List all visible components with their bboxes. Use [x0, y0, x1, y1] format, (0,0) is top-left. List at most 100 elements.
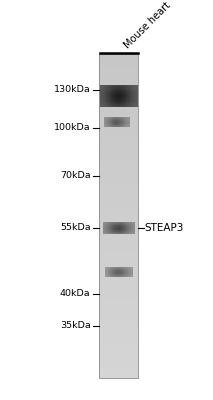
Bar	[126, 232, 127, 233]
Bar	[127, 268, 128, 269]
Bar	[119, 124, 120, 125]
Bar	[132, 90, 134, 92]
Bar	[113, 124, 114, 125]
Bar	[123, 120, 124, 121]
Bar	[99, 339, 138, 341]
Bar	[121, 230, 122, 231]
Bar	[131, 275, 133, 276]
Bar	[130, 87, 131, 88]
Bar	[128, 229, 129, 230]
Bar	[108, 276, 109, 277]
Bar	[107, 95, 109, 96]
Bar	[129, 124, 130, 125]
Bar	[113, 232, 115, 233]
Bar	[121, 269, 122, 270]
Bar	[107, 126, 108, 127]
Bar	[131, 222, 132, 223]
Bar	[111, 230, 112, 231]
Bar	[116, 120, 117, 121]
Bar	[115, 226, 117, 227]
Bar	[115, 99, 116, 100]
Bar	[104, 101, 105, 103]
Bar	[105, 125, 106, 126]
Bar	[124, 269, 125, 270]
Bar	[106, 98, 108, 100]
Bar	[99, 246, 138, 248]
Bar	[124, 231, 125, 232]
Bar	[109, 85, 110, 86]
Bar	[118, 117, 119, 118]
Bar	[122, 101, 124, 103]
Bar	[99, 148, 138, 150]
Bar	[126, 98, 128, 100]
Bar	[99, 345, 138, 347]
Bar	[111, 118, 112, 119]
Bar	[110, 118, 111, 119]
Bar	[121, 94, 123, 95]
Bar	[127, 123, 128, 124]
Bar	[122, 267, 124, 268]
Bar	[129, 273, 130, 274]
Bar	[117, 269, 118, 270]
Bar	[112, 91, 114, 93]
Bar	[107, 123, 108, 124]
Bar	[121, 274, 122, 275]
Bar	[128, 117, 129, 118]
Bar	[120, 223, 121, 224]
Bar	[113, 230, 115, 232]
Bar	[99, 151, 138, 153]
Bar	[123, 270, 124, 271]
Bar	[110, 124, 111, 125]
Bar	[104, 98, 105, 100]
Bar	[102, 96, 104, 97]
Bar	[110, 90, 111, 92]
Bar	[105, 90, 106, 92]
Bar	[136, 99, 138, 100]
Bar	[123, 125, 124, 126]
Bar	[108, 229, 109, 230]
Bar	[115, 270, 116, 271]
Bar	[120, 119, 121, 120]
Bar	[108, 121, 109, 122]
Bar	[115, 118, 116, 119]
Bar	[102, 95, 104, 96]
Bar	[130, 267, 131, 268]
Bar	[117, 271, 118, 272]
Bar	[115, 232, 117, 233]
Bar	[109, 224, 111, 225]
Text: 35kDa: 35kDa	[60, 322, 91, 330]
Bar	[129, 276, 130, 277]
Bar	[106, 225, 107, 226]
Bar	[114, 101, 115, 103]
Bar	[111, 119, 112, 120]
Bar	[109, 268, 111, 269]
Bar	[132, 223, 134, 224]
Bar	[132, 98, 134, 100]
Bar	[116, 271, 117, 272]
Bar	[129, 271, 130, 272]
Bar	[128, 123, 129, 124]
Bar	[100, 89, 101, 91]
Bar	[110, 269, 111, 270]
Bar	[129, 271, 130, 272]
Bar	[118, 125, 119, 126]
Bar	[118, 118, 119, 119]
Bar	[129, 232, 130, 233]
Bar	[125, 272, 126, 273]
Bar	[112, 120, 114, 121]
Bar	[119, 232, 120, 233]
Bar	[132, 104, 134, 106]
Bar	[122, 228, 123, 229]
Bar	[101, 102, 103, 104]
Bar	[129, 270, 130, 271]
Bar	[115, 123, 116, 124]
Bar	[129, 275, 130, 276]
Bar	[101, 96, 103, 97]
Bar	[110, 276, 111, 277]
Bar	[117, 119, 118, 120]
Bar	[119, 118, 120, 119]
Bar	[135, 95, 136, 96]
Bar	[105, 123, 106, 124]
Bar	[103, 233, 104, 234]
Bar	[124, 118, 125, 119]
